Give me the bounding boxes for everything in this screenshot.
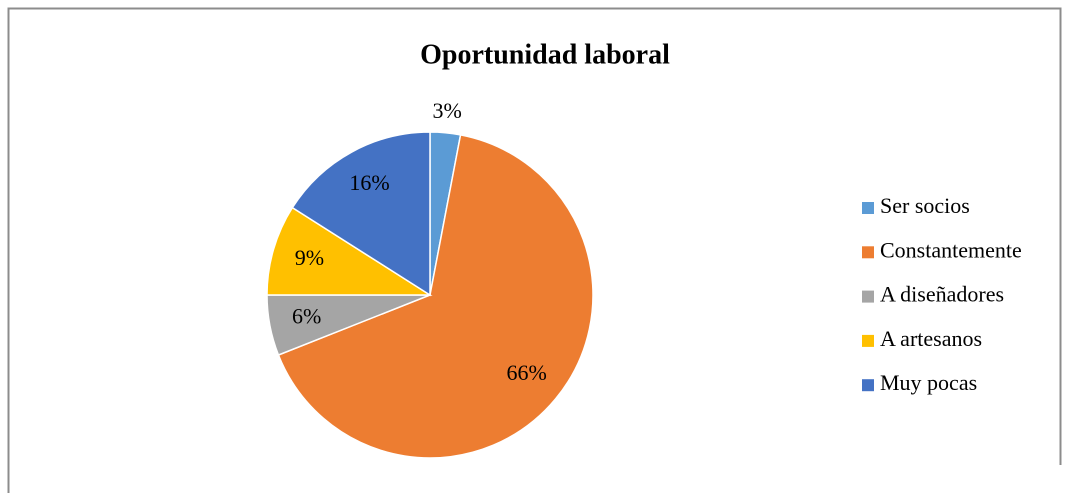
- legend-label: Muy pocas: [880, 370, 977, 395]
- data-label: 6%: [292, 304, 321, 329]
- legend-swatch: [862, 379, 874, 392]
- data-label: 9%: [295, 245, 324, 270]
- pie-slice: [291, 131, 431, 297]
- data-label: 66%: [507, 360, 547, 385]
- chart-title: Oportunidad laboral: [420, 39, 670, 70]
- legend-swatch: [862, 246, 874, 259]
- pie-slice: [277, 134, 594, 459]
- legend-swatch: [862, 202, 874, 214]
- legend-swatch: [862, 334, 874, 347]
- pie-slice: [266, 206, 433, 296]
- legend-label: Constantemente: [880, 237, 1022, 262]
- data-label: 3%: [433, 98, 462, 123]
- legend-label: A diseñadores: [880, 282, 1004, 307]
- chart-border: [7, 7, 1062, 493]
- legend-label: Ser socios: [880, 193, 970, 218]
- legend-label: A artesanos: [880, 326, 982, 351]
- data-label: 16%: [349, 170, 389, 195]
- legend-swatch: [862, 290, 874, 303]
